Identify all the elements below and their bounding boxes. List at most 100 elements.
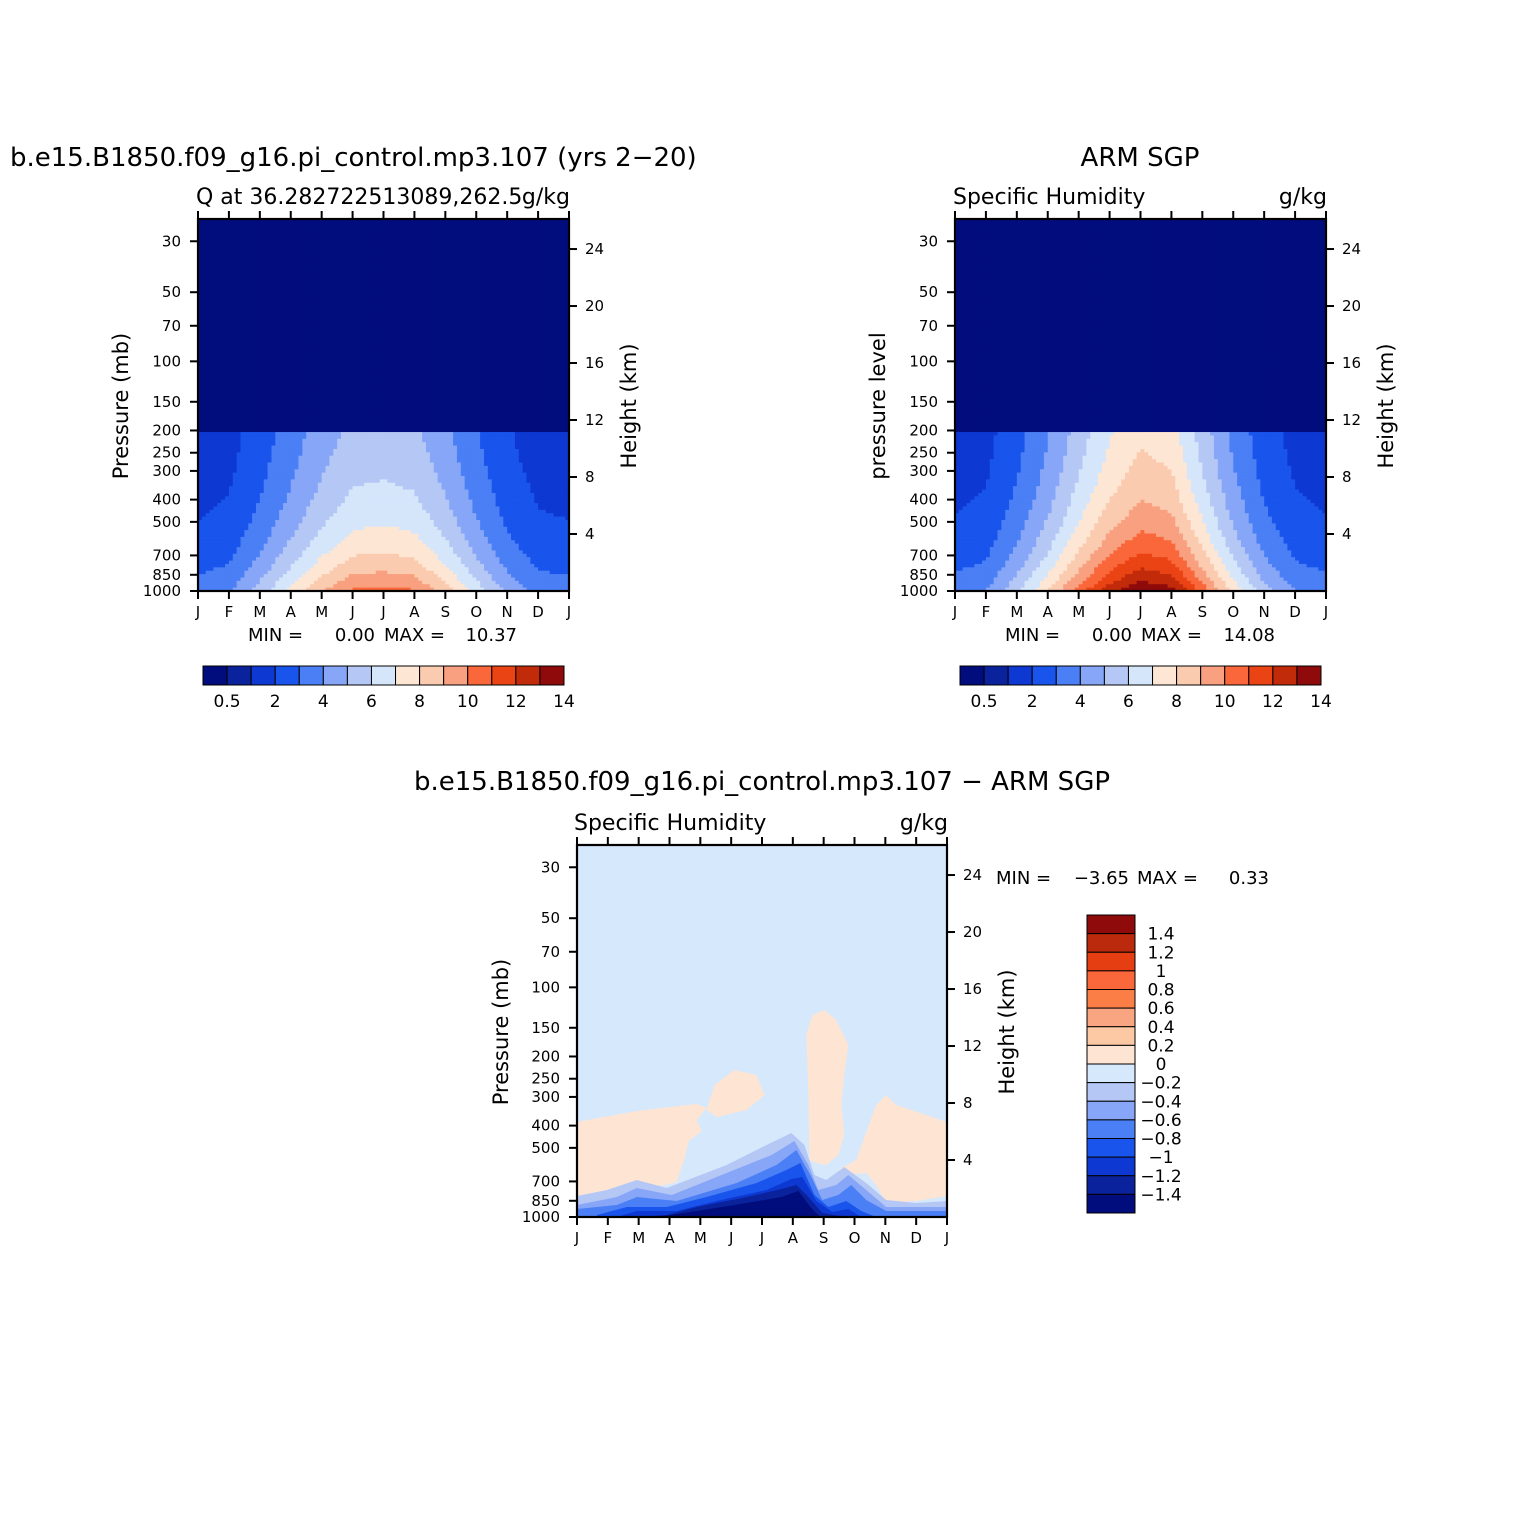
contour-cell <box>290 232 296 237</box>
contour-cell <box>290 296 296 301</box>
contour-cell <box>472 381 477 386</box>
contour-cell <box>329 347 334 352</box>
contour-cell <box>383 347 388 352</box>
contour-cell <box>453 381 458 386</box>
contour-cell <box>445 290 450 294</box>
contour-cell <box>549 300 555 305</box>
contour-cell <box>441 232 446 237</box>
contour-cell <box>398 337 404 342</box>
contour-cell <box>240 320 245 325</box>
contour-cell <box>368 333 373 338</box>
contour-cell <box>344 235 350 240</box>
contour-cell <box>333 293 338 298</box>
contour-cell <box>541 290 547 294</box>
contour-cell <box>290 323 296 328</box>
contour-cell <box>344 242 350 247</box>
contour-cell <box>379 286 385 291</box>
contour-cell <box>333 259 338 264</box>
contour-cell <box>553 337 558 342</box>
contour-cell <box>348 222 354 227</box>
contour-cell <box>344 283 350 288</box>
contour-cell <box>263 357 269 362</box>
contour-cell <box>460 259 466 264</box>
contour-cell <box>418 323 423 328</box>
contour-cell <box>259 361 265 366</box>
contour-cell <box>476 371 481 376</box>
contour-cell <box>313 252 319 257</box>
contour-cell <box>476 286 481 291</box>
contour-cell <box>464 222 470 227</box>
contour-cell <box>557 269 562 274</box>
contour-cell <box>333 276 338 281</box>
contour-cell <box>221 391 226 396</box>
contour-cell <box>414 293 419 298</box>
contour-cell <box>456 276 462 281</box>
contour-cell <box>495 367 501 372</box>
contour-cell <box>553 225 558 230</box>
contour-cell <box>426 377 431 382</box>
contour-cell <box>267 262 273 267</box>
contour-cell <box>468 371 473 376</box>
contour-cell <box>460 374 466 379</box>
contour-cell <box>252 222 257 227</box>
contour-cell <box>541 296 547 301</box>
contour-cell <box>418 361 423 366</box>
contour-cell <box>402 306 408 311</box>
contour-cell <box>232 225 238 230</box>
contour-cell <box>294 266 300 271</box>
contour-cell <box>344 381 350 386</box>
contour-cell <box>306 333 311 338</box>
contour-cell <box>252 262 257 267</box>
contour-cell <box>271 310 276 315</box>
contour-cell <box>267 239 273 244</box>
contour-cell <box>549 276 555 281</box>
contour-cell <box>371 235 377 240</box>
contour-cell <box>483 333 489 338</box>
contour-cell <box>329 384 334 389</box>
contour-cell <box>538 273 543 278</box>
contour-cell <box>429 249 435 254</box>
contour-cell <box>395 374 400 379</box>
contour-cell <box>402 276 408 281</box>
contour-cell <box>476 381 481 386</box>
contour-cell <box>286 303 292 308</box>
contour-cell <box>298 249 303 254</box>
contour-cell <box>538 266 543 271</box>
contour-cell <box>387 303 392 308</box>
contour-cell <box>495 364 501 369</box>
contour-cell <box>437 337 443 342</box>
contour-cell <box>228 246 234 251</box>
contour-cell <box>310 354 315 359</box>
contour-cell <box>538 222 543 227</box>
contour-cell <box>387 327 392 332</box>
contour-cell <box>445 269 450 274</box>
contour-cell <box>290 306 296 311</box>
contour-cell <box>418 256 423 261</box>
contour-cell <box>252 317 257 322</box>
contour-cell <box>228 374 234 379</box>
contour-cell <box>453 317 458 322</box>
contour-cell <box>248 330 253 335</box>
contour-cell <box>321 252 327 257</box>
contour-cell <box>557 246 562 251</box>
contour-cell <box>514 293 520 298</box>
contour-cell <box>549 317 555 322</box>
contour-cell <box>460 246 466 251</box>
contour-cell <box>244 262 249 267</box>
contour-cell <box>248 327 253 332</box>
contour-cell <box>337 320 342 325</box>
contour-cell <box>259 330 265 335</box>
contour-cell <box>491 296 497 301</box>
contour-cell <box>495 259 501 264</box>
contour-cell <box>356 232 361 237</box>
contour-cell <box>464 269 470 274</box>
contour-cell <box>483 364 489 369</box>
contour-cell <box>333 317 338 322</box>
contour-cell <box>453 273 458 278</box>
contour-cell <box>232 242 238 247</box>
contour-cell <box>476 374 481 379</box>
contour-cell <box>352 391 358 396</box>
contour-cell <box>460 391 466 396</box>
contour-cell <box>340 273 346 278</box>
contour-cell <box>449 344 454 349</box>
